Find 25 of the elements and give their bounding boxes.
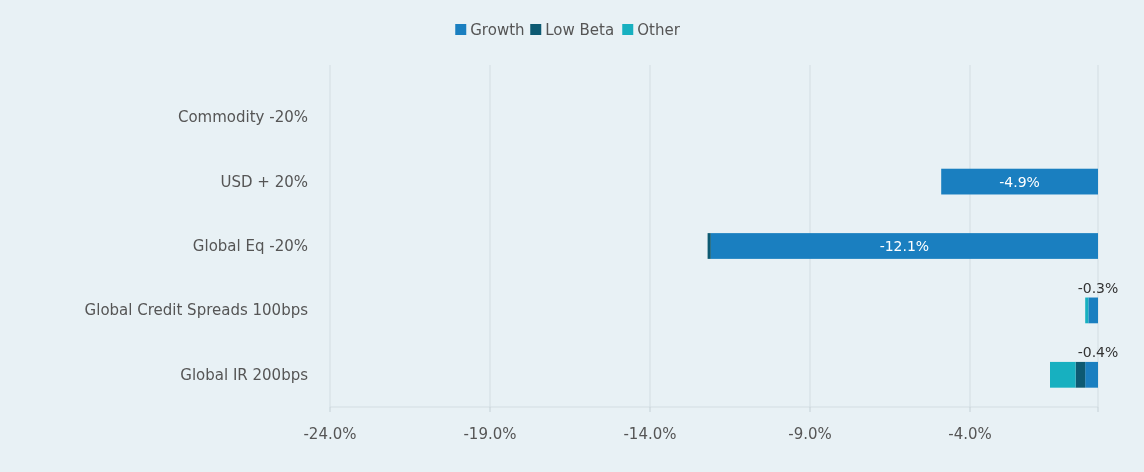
bar [1088,297,1098,324]
y-tick-label: Global Eq -20% [192,237,308,255]
bar [1085,297,1089,324]
data-label: -0.4% [1077,343,1119,360]
x-tick-label: -24.0% [303,425,357,443]
y-tick-label: Global IR 200bps [180,365,309,384]
x-tick-label: -14.0% [623,425,677,443]
data-label: -12.1% [879,238,930,254]
bar [941,168,1098,195]
x-tick-label: -19.0% [463,425,517,443]
bar [1085,361,1098,388]
bar [707,233,711,259]
bar [1050,361,1076,388]
legend-label: Low Beta [545,21,615,39]
x-tick-label: -9.0% [788,425,832,443]
legend-label: Growth [470,21,525,39]
legend-label: Other [637,21,681,39]
y-tick-label: Commodity -20% [177,108,308,127]
bar [1075,361,1086,388]
data-label: -4.9% [999,173,1040,190]
y-tick-label: Global Credit Spreads 100bps [84,301,309,320]
bar [710,233,1098,259]
x-tick-label: -4.0% [948,425,992,443]
y-tick-label: USD + 20% [220,172,308,191]
data-label: -0.3% [1077,279,1119,296]
